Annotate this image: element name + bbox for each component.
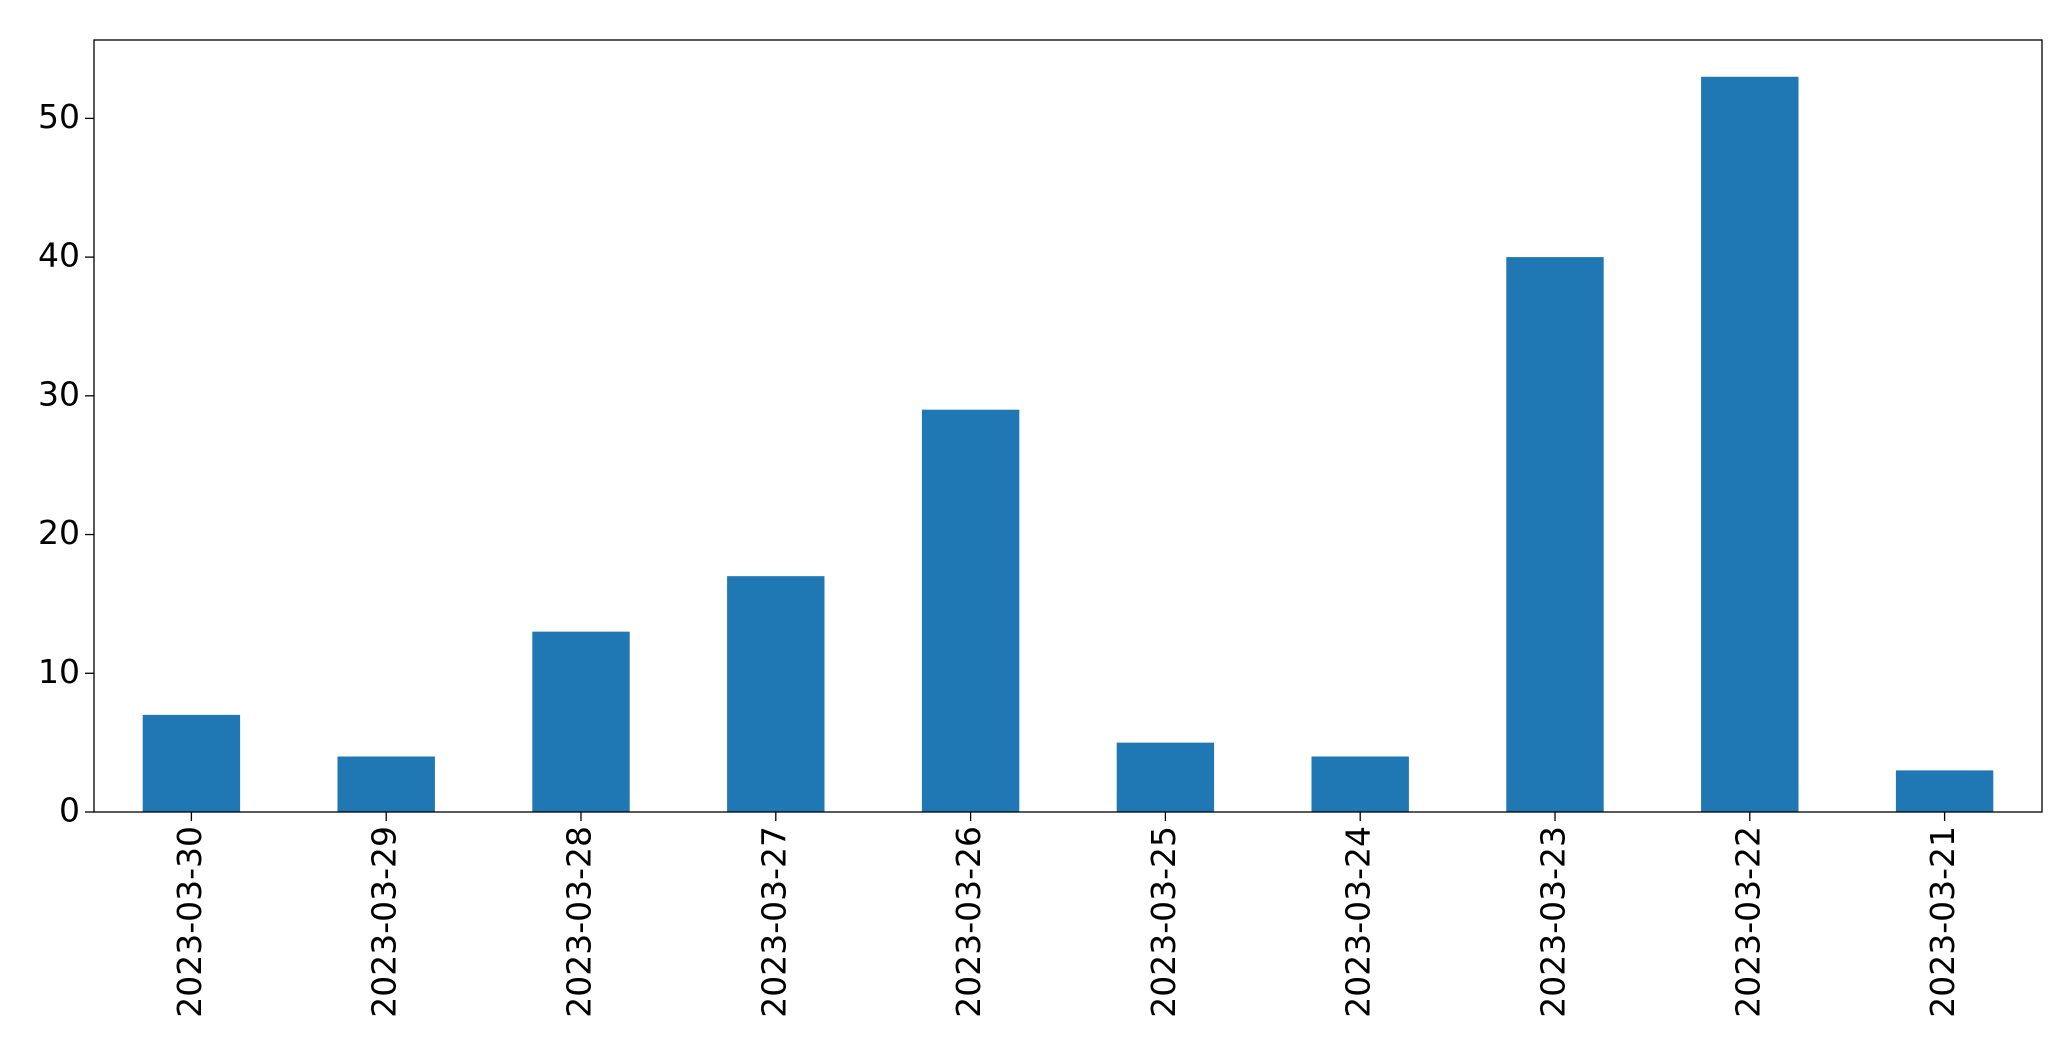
x-tick-label: 2023-03-24 (1339, 826, 1378, 1018)
y-tick-label: 50 (38, 97, 80, 136)
x-tick-label: 2023-03-28 (560, 826, 599, 1018)
x-tick-label: 2023-03-26 (949, 826, 988, 1018)
y-tick-label: 40 (38, 236, 80, 275)
bar (142, 714, 241, 812)
y-tick-label: 30 (38, 374, 80, 413)
x-tick-label: 2023-03-22 (1728, 826, 1767, 1018)
x-tick-label: 2023-03-27 (754, 826, 793, 1018)
bar (1116, 742, 1215, 812)
y-tick-label: 20 (38, 513, 80, 552)
bar (1895, 770, 1994, 812)
bar (921, 409, 1020, 812)
x-tick-label: 2023-03-25 (1144, 826, 1183, 1018)
bar (1506, 257, 1604, 812)
bar (1701, 76, 1799, 812)
y-tick-label: 10 (38, 652, 80, 691)
bar (532, 631, 630, 812)
bar (1311, 756, 1409, 812)
x-tick-label: 2023-03-21 (1923, 826, 1962, 1018)
x-tick-label: 2023-03-23 (1534, 826, 1573, 1018)
bar (337, 756, 435, 812)
y-tick-label: 0 (59, 791, 80, 830)
bar (727, 576, 825, 812)
x-tick-label: 2023-03-30 (170, 826, 209, 1018)
x-tick-label: 2023-03-29 (365, 826, 404, 1018)
plot-frame (93, 39, 2043, 813)
